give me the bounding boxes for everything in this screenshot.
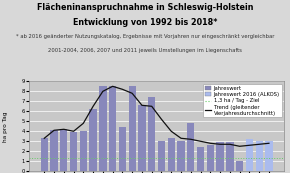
Text: 2001-2004, 2006, 2007 und 2011 jeweils Umstellungen im Liegenschafts: 2001-2004, 2006, 2007 und 2011 jeweils U… (48, 48, 242, 53)
Bar (226, 142, 233, 171)
Bar (168, 138, 175, 171)
Bar (187, 123, 195, 171)
Bar (177, 141, 185, 171)
Text: * ab 2016 geänderter Nutzungskatalog, Ergebnisse mit Vorjahren nur eingeschränkt: * ab 2016 geänderter Nutzungskatalog, Er… (16, 34, 274, 39)
Bar (265, 141, 273, 171)
Text: ha pro Tag: ha pro Tag (3, 111, 8, 142)
Bar (70, 132, 77, 171)
Bar (50, 130, 58, 171)
Bar (128, 86, 136, 171)
Bar (255, 141, 263, 171)
Bar (138, 105, 146, 171)
Bar (148, 97, 155, 171)
Bar (246, 139, 253, 171)
Bar (197, 147, 204, 171)
Bar (80, 131, 87, 171)
Bar (89, 109, 97, 171)
Bar (119, 127, 126, 171)
Bar (216, 142, 224, 171)
Legend: Jahreswert, Jahreswert 2016 (ALKOS), 1,3 ha / Tag - Ziel, Trend (gleitender
Vier: Jahreswert, Jahreswert 2016 (ALKOS), 1,3… (203, 84, 282, 117)
Bar (60, 129, 68, 171)
Bar (99, 86, 106, 171)
Bar (236, 161, 243, 171)
Text: Entwicklung von 1992 bis 2018*: Entwicklung von 1992 bis 2018* (73, 18, 217, 27)
Bar (158, 141, 165, 171)
Bar (41, 138, 48, 171)
Bar (207, 145, 214, 171)
Bar (109, 86, 116, 171)
Text: Flächeninanspruchnahme in Schleswig-Holstein: Flächeninanspruchnahme in Schleswig-Hols… (37, 3, 253, 12)
